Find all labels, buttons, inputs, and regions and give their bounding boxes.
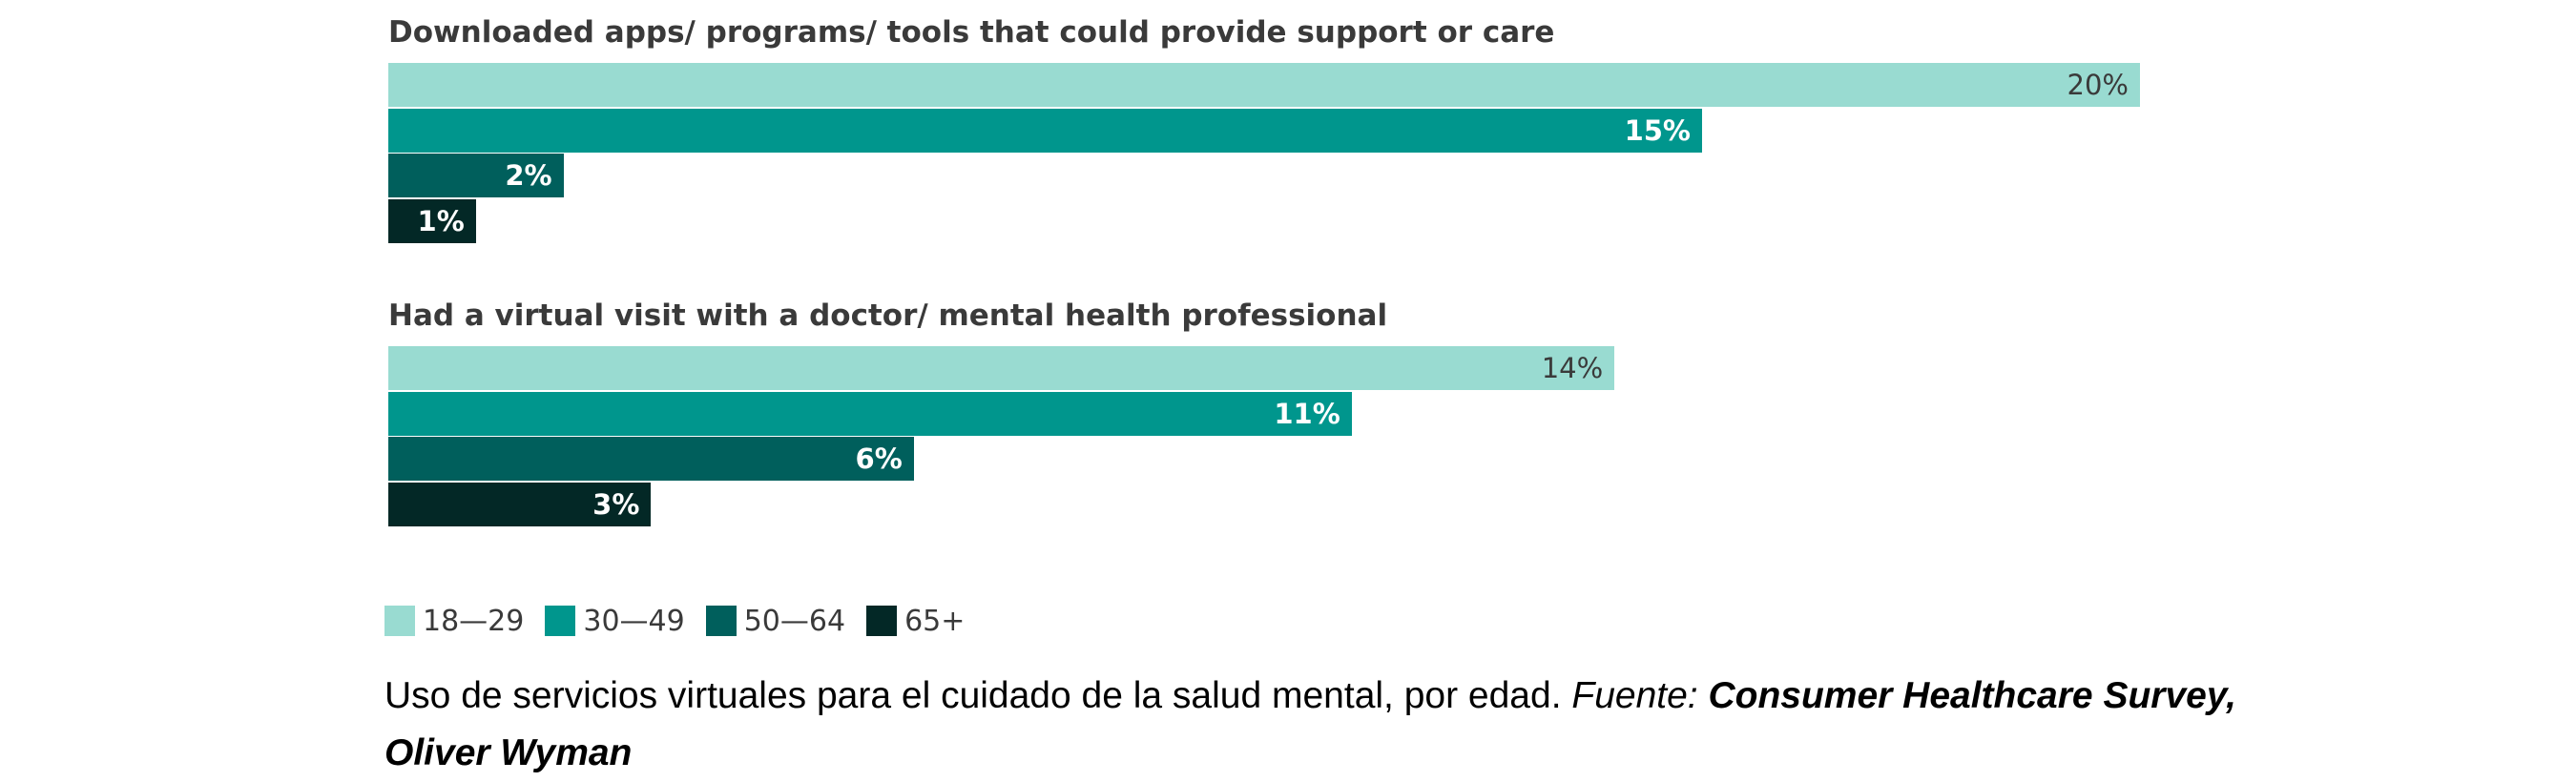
legend-item-50-64: 50—64: [705, 604, 846, 638]
legend-label: 18—29: [423, 604, 525, 638]
legend-item-65-plus: 65+: [866, 605, 965, 638]
data-label: 14%: [1541, 352, 1604, 384]
bar: 2%: [388, 154, 564, 197]
bar: 6%: [388, 437, 914, 481]
legend-label: 30—49: [583, 604, 685, 638]
bar: 15%: [388, 108, 1702, 153]
data-label: 3%: [592, 487, 640, 521]
group-title: Had a virtual visit with a doctor/ menta…: [388, 298, 1388, 333]
caption-text: Uso de servicios virtuales para el cuida…: [384, 675, 1572, 716]
figure-caption: Uso de servicios virtuales para el cuida…: [384, 668, 2293, 782]
bar: 1%: [388, 198, 476, 243]
legend-item-30-49: 30—49: [545, 604, 685, 638]
bar: 14%: [388, 346, 1615, 390]
legend-label: 50—64: [743, 604, 846, 638]
caption-source-label: Fuente:: [1571, 675, 1709, 716]
legend-swatch: [545, 606, 576, 636]
legend-swatch: [866, 606, 898, 636]
data-label: 2%: [505, 159, 552, 192]
bar: 20%: [388, 63, 2140, 107]
data-label: 20%: [2067, 69, 2129, 101]
legend-swatch: [384, 606, 415, 636]
legend-label: 65+: [904, 604, 966, 638]
caption-source-name: Consumer Healthcare Survey, Oliver Wyman: [384, 675, 2236, 773]
data-label: 1%: [417, 204, 465, 237]
legend: 18—29 30—49 50—64 65+: [384, 604, 986, 638]
bar: 3%: [388, 482, 652, 526]
bar: 11%: [388, 391, 1352, 436]
group-title: Downloaded apps/ programs/ tools that co…: [388, 15, 1555, 50]
data-label: 6%: [855, 442, 903, 475]
legend-item-18-29: 18—29: [384, 605, 524, 638]
data-label: 11%: [1274, 397, 1340, 430]
data-label: 15%: [1624, 113, 1691, 147]
legend-swatch: [705, 606, 737, 636]
